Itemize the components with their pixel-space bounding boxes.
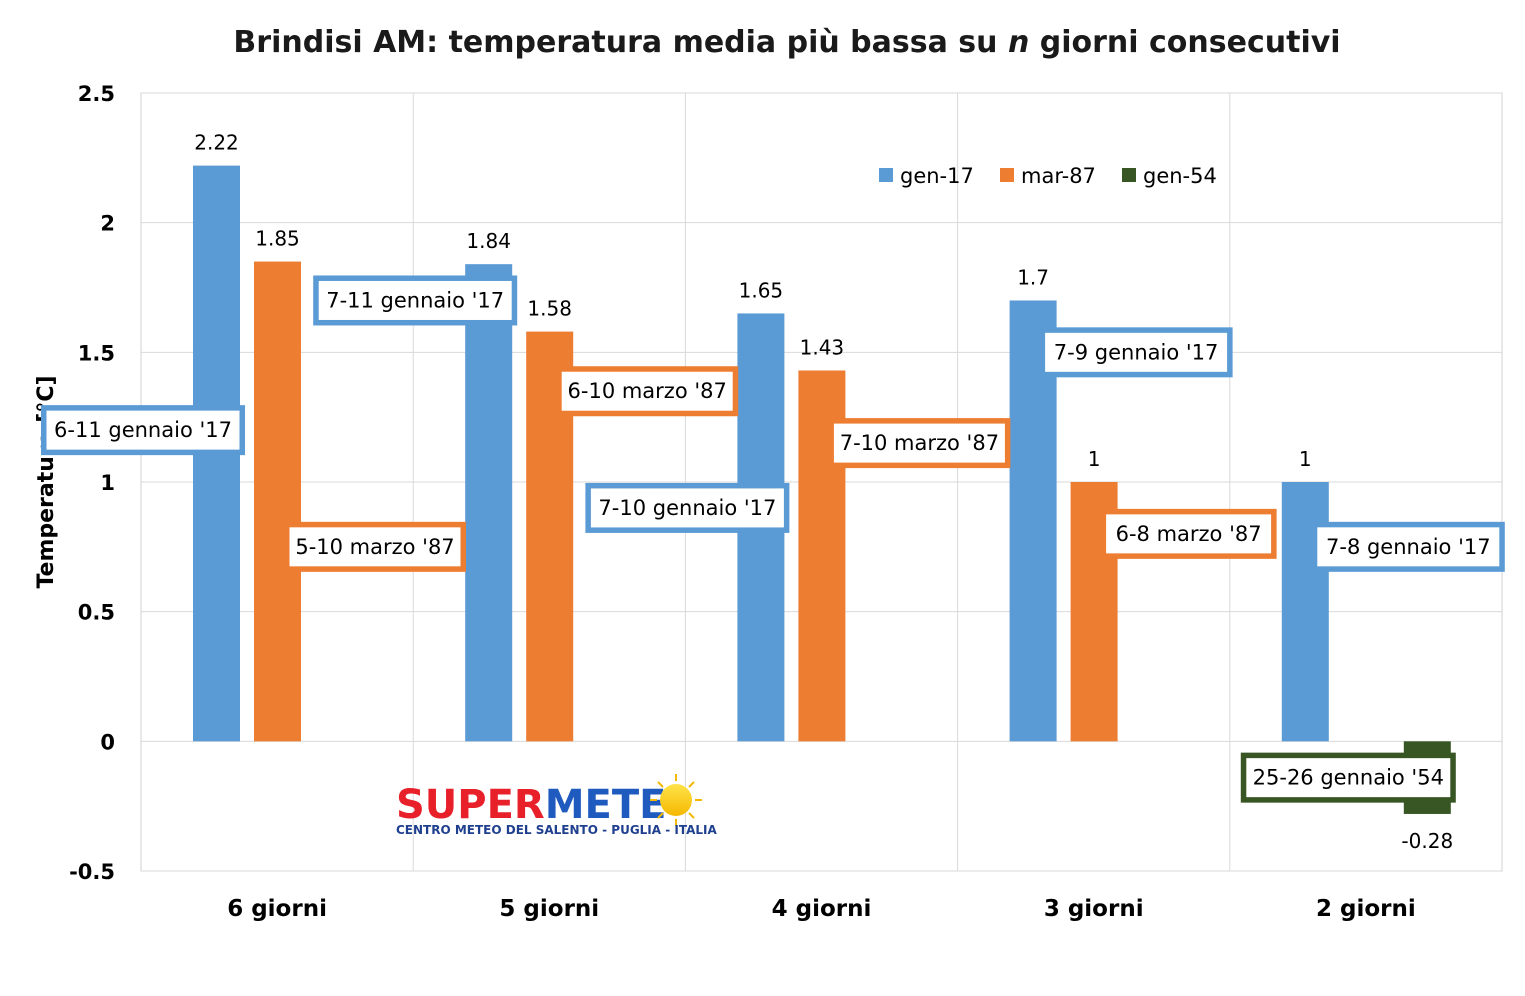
x-tick-label: 2 giorni bbox=[1316, 896, 1416, 922]
legend-swatch bbox=[1122, 168, 1136, 182]
annotation-callout: 7-10 marzo '87 bbox=[828, 418, 1011, 469]
annotation-box-inner bbox=[1045, 332, 1228, 372]
data-label-mar-87: 1.58 bbox=[527, 297, 572, 321]
annotation-box-inner bbox=[1317, 527, 1500, 567]
annotation-label: 7-10 gennaio '17 bbox=[598, 496, 776, 520]
annotation-label: 7-11 gennaio '17 bbox=[326, 288, 504, 312]
annotation-label: 7-9 gennaio '17 bbox=[1054, 340, 1219, 364]
annotation-box-inner bbox=[46, 410, 240, 450]
annotation-box bbox=[1039, 327, 1233, 378]
legend-label: gen-17 bbox=[900, 164, 974, 188]
legend-item-gen-54: gen-54 bbox=[1122, 164, 1217, 188]
annotation-label: 6-8 marzo '87 bbox=[1116, 522, 1262, 546]
annotation-label: 6-11 gennaio '17 bbox=[54, 418, 232, 442]
annotation-label: 6-10 marzo '87 bbox=[568, 379, 727, 403]
annotation-box-inner bbox=[1246, 758, 1451, 798]
annotation-box bbox=[1100, 508, 1277, 559]
y-tick-label: 0.5 bbox=[78, 601, 115, 625]
legend-label: gen-54 bbox=[1143, 164, 1217, 188]
annotation-callout: 6-11 gennaio '17 bbox=[41, 405, 245, 456]
chart-title-prefix: Brindisi AM: temperatura media più bassa… bbox=[233, 25, 1008, 60]
annotation-box bbox=[1311, 521, 1505, 572]
annotation-box-inner bbox=[318, 280, 512, 320]
y-tick-label: 2 bbox=[100, 212, 115, 236]
x-tick-label: 4 giorni bbox=[772, 896, 872, 922]
y-tick-label: 1 bbox=[100, 471, 115, 495]
data-label-gen-17: 1.7 bbox=[1017, 265, 1049, 289]
y-tick-label: 2.5 bbox=[78, 82, 115, 106]
legend-swatch bbox=[1000, 168, 1014, 182]
chart-title-suffix: giorni consecutivi bbox=[1029, 25, 1340, 60]
annotation-box-inner bbox=[833, 423, 1005, 463]
x-tick-label: 6 giorni bbox=[227, 896, 327, 922]
x-tick-label: 3 giorni bbox=[1044, 896, 1144, 922]
annotation-callout: 7-9 gennaio '17 bbox=[1039, 327, 1233, 378]
legend: gen-17 mar-87 gen-54 bbox=[879, 164, 1217, 188]
data-label-gen-17: 1.84 bbox=[466, 229, 511, 253]
chart-title: Brindisi AM: temperatura media più bassa… bbox=[233, 25, 1340, 60]
logo-word-blue: METE bbox=[545, 782, 667, 828]
annotation-callout: 7-11 gennaio '17 bbox=[313, 275, 518, 326]
supermeteo-logo: SUPERMETE CENTRO METEO DEL SALENTO - PUG… bbox=[396, 774, 718, 837]
annotation-label: 7-10 marzo '87 bbox=[840, 431, 999, 455]
annotation-box bbox=[585, 482, 790, 533]
annotation-callout: 25-26 gennaio '54 bbox=[1240, 752, 1456, 803]
logo-wordmark: SUPERMETE bbox=[396, 782, 666, 828]
logo-subtitle: CENTRO METEO DEL SALENTO - PUGLIA - ITAL… bbox=[396, 823, 718, 837]
plot-area: -0.5 0 0.5 1 1.5 2 2.5 6 giorni 5 giorni 4 giorni… bbox=[41, 82, 1505, 922]
bar-gen-17 bbox=[1281, 482, 1329, 742]
sun-icon bbox=[650, 774, 702, 826]
y-tick-label: -0.5 bbox=[69, 860, 115, 884]
annotation-callout: 6-10 marzo '87 bbox=[556, 366, 739, 417]
legend-swatch bbox=[879, 168, 893, 182]
annotation-box bbox=[1240, 752, 1456, 803]
annotation-box-inner bbox=[1106, 514, 1272, 554]
bar-gen-17 bbox=[465, 264, 513, 742]
bar-mar-87 bbox=[254, 261, 301, 742]
annotation-label: 7-8 gennaio '17 bbox=[1326, 535, 1491, 559]
logo-word-red: SUPER bbox=[396, 782, 545, 828]
annotation-callout: 5-10 marzo '87 bbox=[284, 521, 466, 572]
annotation-label: 25-26 gennaio '54 bbox=[1253, 766, 1444, 790]
legend-item-mar-87: mar-87 bbox=[1000, 164, 1096, 188]
data-label-gen-17: 1 bbox=[1299, 447, 1312, 471]
annotation-box bbox=[828, 418, 1011, 469]
legend-item-gen-17: gen-17 bbox=[879, 164, 974, 188]
annotation-label: 5-10 marzo '87 bbox=[295, 535, 454, 559]
legend-label: mar-87 bbox=[1021, 164, 1096, 188]
data-label-mar-87: 1.85 bbox=[255, 227, 300, 251]
annotation-box bbox=[313, 275, 518, 326]
annotation-box-inner bbox=[561, 371, 733, 411]
x-tick-label: 5 giorni bbox=[499, 896, 599, 922]
annotation-callout: 6-8 marzo '87 bbox=[1100, 508, 1277, 559]
annotation-box bbox=[556, 366, 739, 417]
data-label-mar-87: 1.43 bbox=[800, 335, 845, 359]
annotation-box bbox=[284, 521, 466, 572]
y-tick-label: 1.5 bbox=[78, 341, 115, 365]
y-tick-label: 0 bbox=[100, 730, 115, 754]
annotation-callout: 7-10 gennaio '17 bbox=[585, 482, 790, 533]
data-label-gen-17: 1.65 bbox=[739, 278, 784, 302]
annotation-box-inner bbox=[289, 527, 461, 567]
annotation-callout: 7-8 gennaio '17 bbox=[1311, 521, 1505, 572]
data-label-gen-54: -0.28 bbox=[1401, 829, 1453, 853]
data-label-gen-17: 2.22 bbox=[194, 131, 239, 155]
chart-title-italic: n bbox=[1008, 25, 1029, 60]
annotation-box bbox=[41, 405, 245, 456]
data-label-mar-87: 1 bbox=[1088, 447, 1101, 471]
annotation-box-inner bbox=[590, 488, 784, 528]
